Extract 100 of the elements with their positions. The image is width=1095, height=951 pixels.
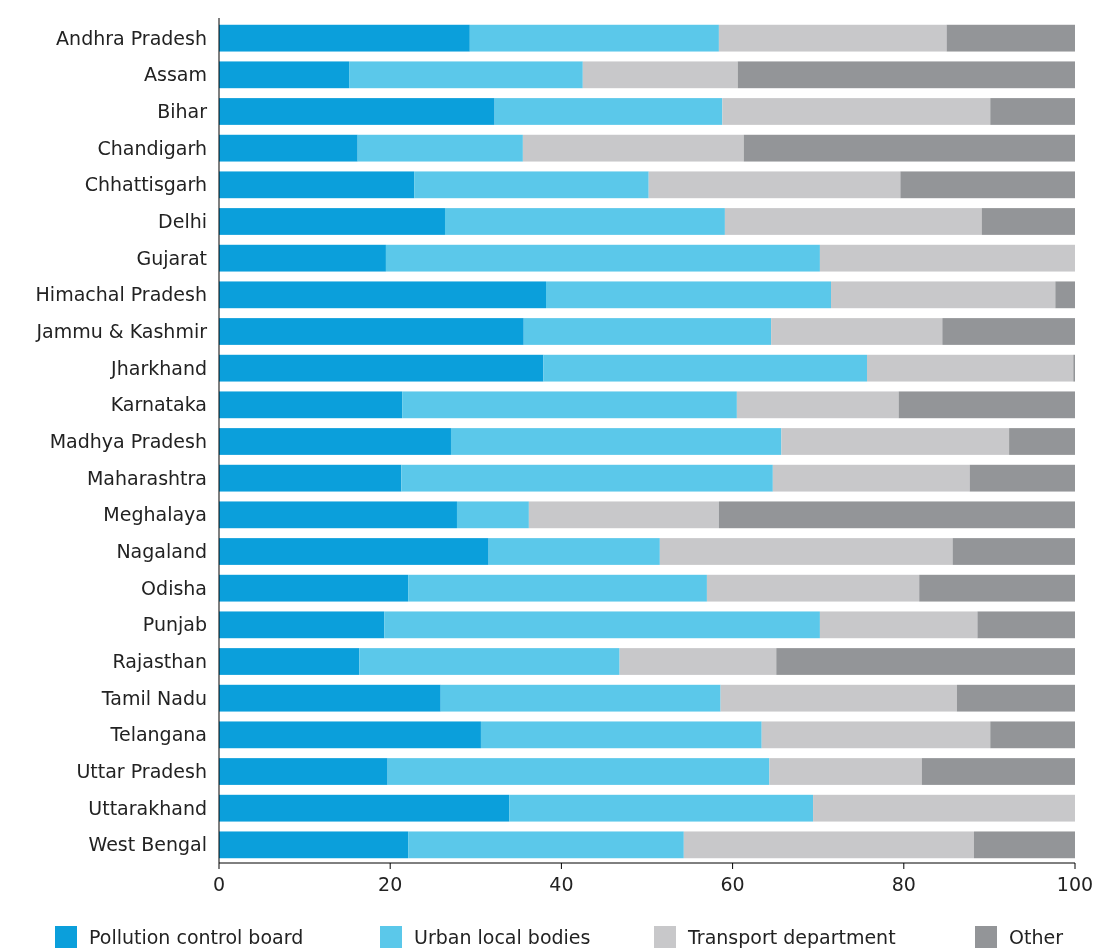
bar bbox=[683, 831, 974, 859]
x-tick-label: 60 bbox=[720, 873, 745, 895]
bar bbox=[384, 611, 820, 639]
y-tick-label: Madhya Pradesh bbox=[49, 430, 207, 453]
bar bbox=[219, 794, 510, 822]
bar bbox=[706, 574, 920, 602]
x-tick-label: 0 bbox=[212, 873, 226, 895]
bar bbox=[219, 538, 489, 565]
bar bbox=[440, 684, 721, 712]
bar bbox=[769, 758, 922, 785]
y-tick-label: Telangana bbox=[109, 723, 207, 746]
bar bbox=[219, 281, 546, 309]
bar bbox=[1009, 428, 1075, 455]
bar bbox=[761, 721, 991, 749]
x-tick-label: 20 bbox=[378, 873, 403, 895]
bar bbox=[743, 134, 1075, 162]
bar bbox=[219, 318, 524, 345]
bar bbox=[772, 464, 970, 492]
y-tick-label: Maharashtra bbox=[86, 466, 207, 489]
y-tick-label: Odisha bbox=[141, 576, 207, 599]
bar bbox=[900, 171, 1075, 199]
legend-label: Pollution control board bbox=[89, 926, 304, 948]
bar bbox=[990, 721, 1075, 749]
bar bbox=[543, 354, 867, 382]
y-tick-label: Bihar bbox=[157, 100, 208, 123]
bar bbox=[402, 391, 737, 419]
bar bbox=[718, 24, 947, 52]
bar bbox=[456, 501, 529, 529]
bar bbox=[219, 721, 481, 749]
bar bbox=[619, 648, 777, 675]
bar bbox=[219, 134, 358, 162]
bar bbox=[781, 428, 1010, 455]
bar bbox=[776, 648, 1075, 675]
y-tick-label: Chandigarh bbox=[97, 136, 207, 159]
y-tick-label: Karnataka bbox=[110, 393, 207, 416]
bar bbox=[219, 648, 360, 675]
bar bbox=[469, 24, 719, 52]
bar bbox=[659, 538, 953, 565]
bar bbox=[545, 281, 832, 309]
bar bbox=[219, 61, 350, 89]
bar bbox=[357, 134, 523, 162]
bar bbox=[981, 208, 1075, 235]
bar bbox=[488, 538, 660, 565]
bar bbox=[219, 574, 409, 602]
y-tick-label: West Bengal bbox=[88, 833, 207, 856]
y-tick-label: Uttarakhand bbox=[88, 796, 207, 819]
bar bbox=[1055, 281, 1075, 309]
legend-label: Urban local bodies bbox=[414, 926, 591, 948]
bar bbox=[219, 831, 409, 859]
y-tick-label: Nagaland bbox=[116, 540, 207, 563]
bar bbox=[528, 501, 719, 529]
bar bbox=[494, 98, 723, 125]
bar bbox=[720, 684, 957, 712]
bar bbox=[523, 318, 772, 345]
bar bbox=[219, 354, 544, 382]
bar bbox=[219, 24, 470, 52]
y-tick-label: Jammu & Kashmir bbox=[35, 320, 208, 343]
bar bbox=[831, 281, 1056, 309]
x-tick-label: 100 bbox=[1056, 873, 1094, 895]
bar bbox=[813, 794, 1075, 822]
bar bbox=[973, 831, 1075, 859]
bar bbox=[736, 391, 899, 419]
bar bbox=[385, 244, 820, 272]
bar bbox=[737, 61, 1075, 89]
bar bbox=[219, 171, 415, 199]
y-tick-label: Chhattisgarh bbox=[84, 173, 207, 196]
bar bbox=[219, 208, 445, 235]
bar bbox=[866, 354, 1074, 382]
bar bbox=[990, 98, 1075, 125]
bar bbox=[522, 134, 744, 162]
bar bbox=[349, 61, 583, 89]
bar bbox=[771, 318, 943, 345]
bar bbox=[444, 208, 725, 235]
bar bbox=[401, 464, 773, 492]
bar bbox=[977, 611, 1075, 639]
x-tick-label: 80 bbox=[891, 873, 916, 895]
bar bbox=[919, 574, 1075, 602]
bar bbox=[952, 538, 1075, 565]
y-tick-label: Gujarat bbox=[136, 246, 207, 269]
bar bbox=[219, 428, 451, 455]
y-tick-label: Rajasthan bbox=[112, 650, 207, 673]
y-tick-label: Uttar Pradesh bbox=[76, 760, 207, 783]
bar bbox=[718, 501, 1075, 529]
bar bbox=[648, 171, 901, 199]
x-tick-label: 40 bbox=[549, 873, 574, 895]
bar bbox=[219, 611, 385, 639]
bar bbox=[408, 831, 684, 859]
bar bbox=[509, 794, 814, 822]
bar bbox=[582, 61, 738, 89]
legend-label: Other bbox=[1009, 926, 1064, 948]
y-tick-label: Jharkhand bbox=[110, 356, 207, 379]
bar bbox=[387, 758, 770, 785]
y-tick-label: Meghalaya bbox=[103, 503, 207, 526]
bar bbox=[942, 318, 1075, 345]
y-tick-label: Punjab bbox=[142, 613, 207, 636]
bar bbox=[450, 428, 782, 455]
y-tick-label: Assam bbox=[144, 63, 207, 86]
bar bbox=[414, 171, 649, 199]
bar bbox=[819, 611, 978, 639]
bar bbox=[956, 684, 1075, 712]
